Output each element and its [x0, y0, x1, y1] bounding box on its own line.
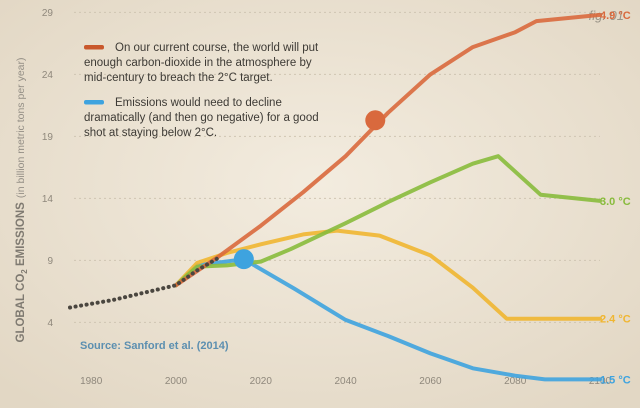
- x-tick-label-2040: 2040: [334, 376, 357, 387]
- y-tick-label-19: 19: [42, 132, 54, 143]
- series-line-1-5-c: [174, 257, 602, 382]
- x-tick-label-2020: 2020: [250, 376, 273, 387]
- y-axis-label-main: GLOBAL CO: [15, 274, 27, 343]
- legend: On our current course, the world will pu…: [84, 42, 319, 139]
- series-labels: 1.5 °C 2.4 °C 3.0 °C 4.9 °C: [600, 10, 631, 387]
- marker-1-5-c: [233, 249, 254, 270]
- y-tick-label-9: 9: [47, 256, 53, 267]
- y-tick-label-4: 4: [47, 318, 53, 329]
- series-line-3-0-c: [174, 154, 602, 288]
- y-tick-label-29: 29: [42, 8, 54, 19]
- x-tick-label-2080: 2080: [504, 376, 527, 387]
- y-axis-label: GLOBAL CO2 EMISSIONS (in billion metric t…: [15, 58, 29, 343]
- series-end-label-3-0-c: 3.0 °C: [600, 196, 631, 208]
- legend-text-current-course-line-1: On our current course, the world will pu…: [115, 42, 319, 54]
- legend-text-current-course-line-2: enough carbon-dioxide in the atmosphere …: [84, 57, 312, 69]
- markers-layer: [233, 110, 386, 270]
- x-tick-label-2000: 2000: [165, 376, 188, 387]
- x-tick-label-2100: 2100: [589, 376, 612, 387]
- series-end-label-4-9-c: 4.9 °C: [600, 10, 631, 22]
- marker-4-9-c: [365, 110, 386, 131]
- source-note: Source: Sanford et al. (2014): [80, 340, 229, 352]
- legend-swatch-decline: [84, 100, 104, 105]
- series-end-label-2-4-c: 2.4 °C: [600, 314, 631, 326]
- legend-text-decline-line-2: dramatically (and then go negative) for …: [84, 112, 319, 124]
- series-line-4-9-c: [174, 12, 602, 288]
- y-tick-label-14: 14: [42, 194, 54, 205]
- y-tick-label-24: 24: [42, 70, 54, 81]
- x-axis-ticks: 1980 2000 2020 2040 2060 2080 2100: [80, 376, 611, 387]
- legend-text-decline-line-3: shot at staying below 2°C.: [84, 127, 217, 139]
- y-axis-ticks: 4 9 14 19 24 29: [42, 8, 54, 329]
- legend-swatch-current-course: [84, 45, 104, 50]
- x-tick-label-1980: 1980: [80, 376, 103, 387]
- series-end-label-1-5-c: 1.5 °C: [600, 374, 631, 386]
- y-axis-label-unit: (in billion metric tons per year): [15, 58, 27, 199]
- legend-text-decline-line-1: Emissions would need to decline: [115, 97, 282, 109]
- historical-dotted-line: [68, 255, 221, 310]
- legend-text-current-course-line-3: mid-century to breach the 2°C target.: [84, 72, 273, 84]
- x-tick-label-2060: 2060: [419, 376, 442, 387]
- y-axis-label-subscript: 2: [20, 269, 29, 274]
- y-axis-label-main-2: EMISSIONS: [15, 202, 27, 269]
- series-layer: [68, 12, 602, 382]
- figure-label: fig. 01: [589, 8, 624, 23]
